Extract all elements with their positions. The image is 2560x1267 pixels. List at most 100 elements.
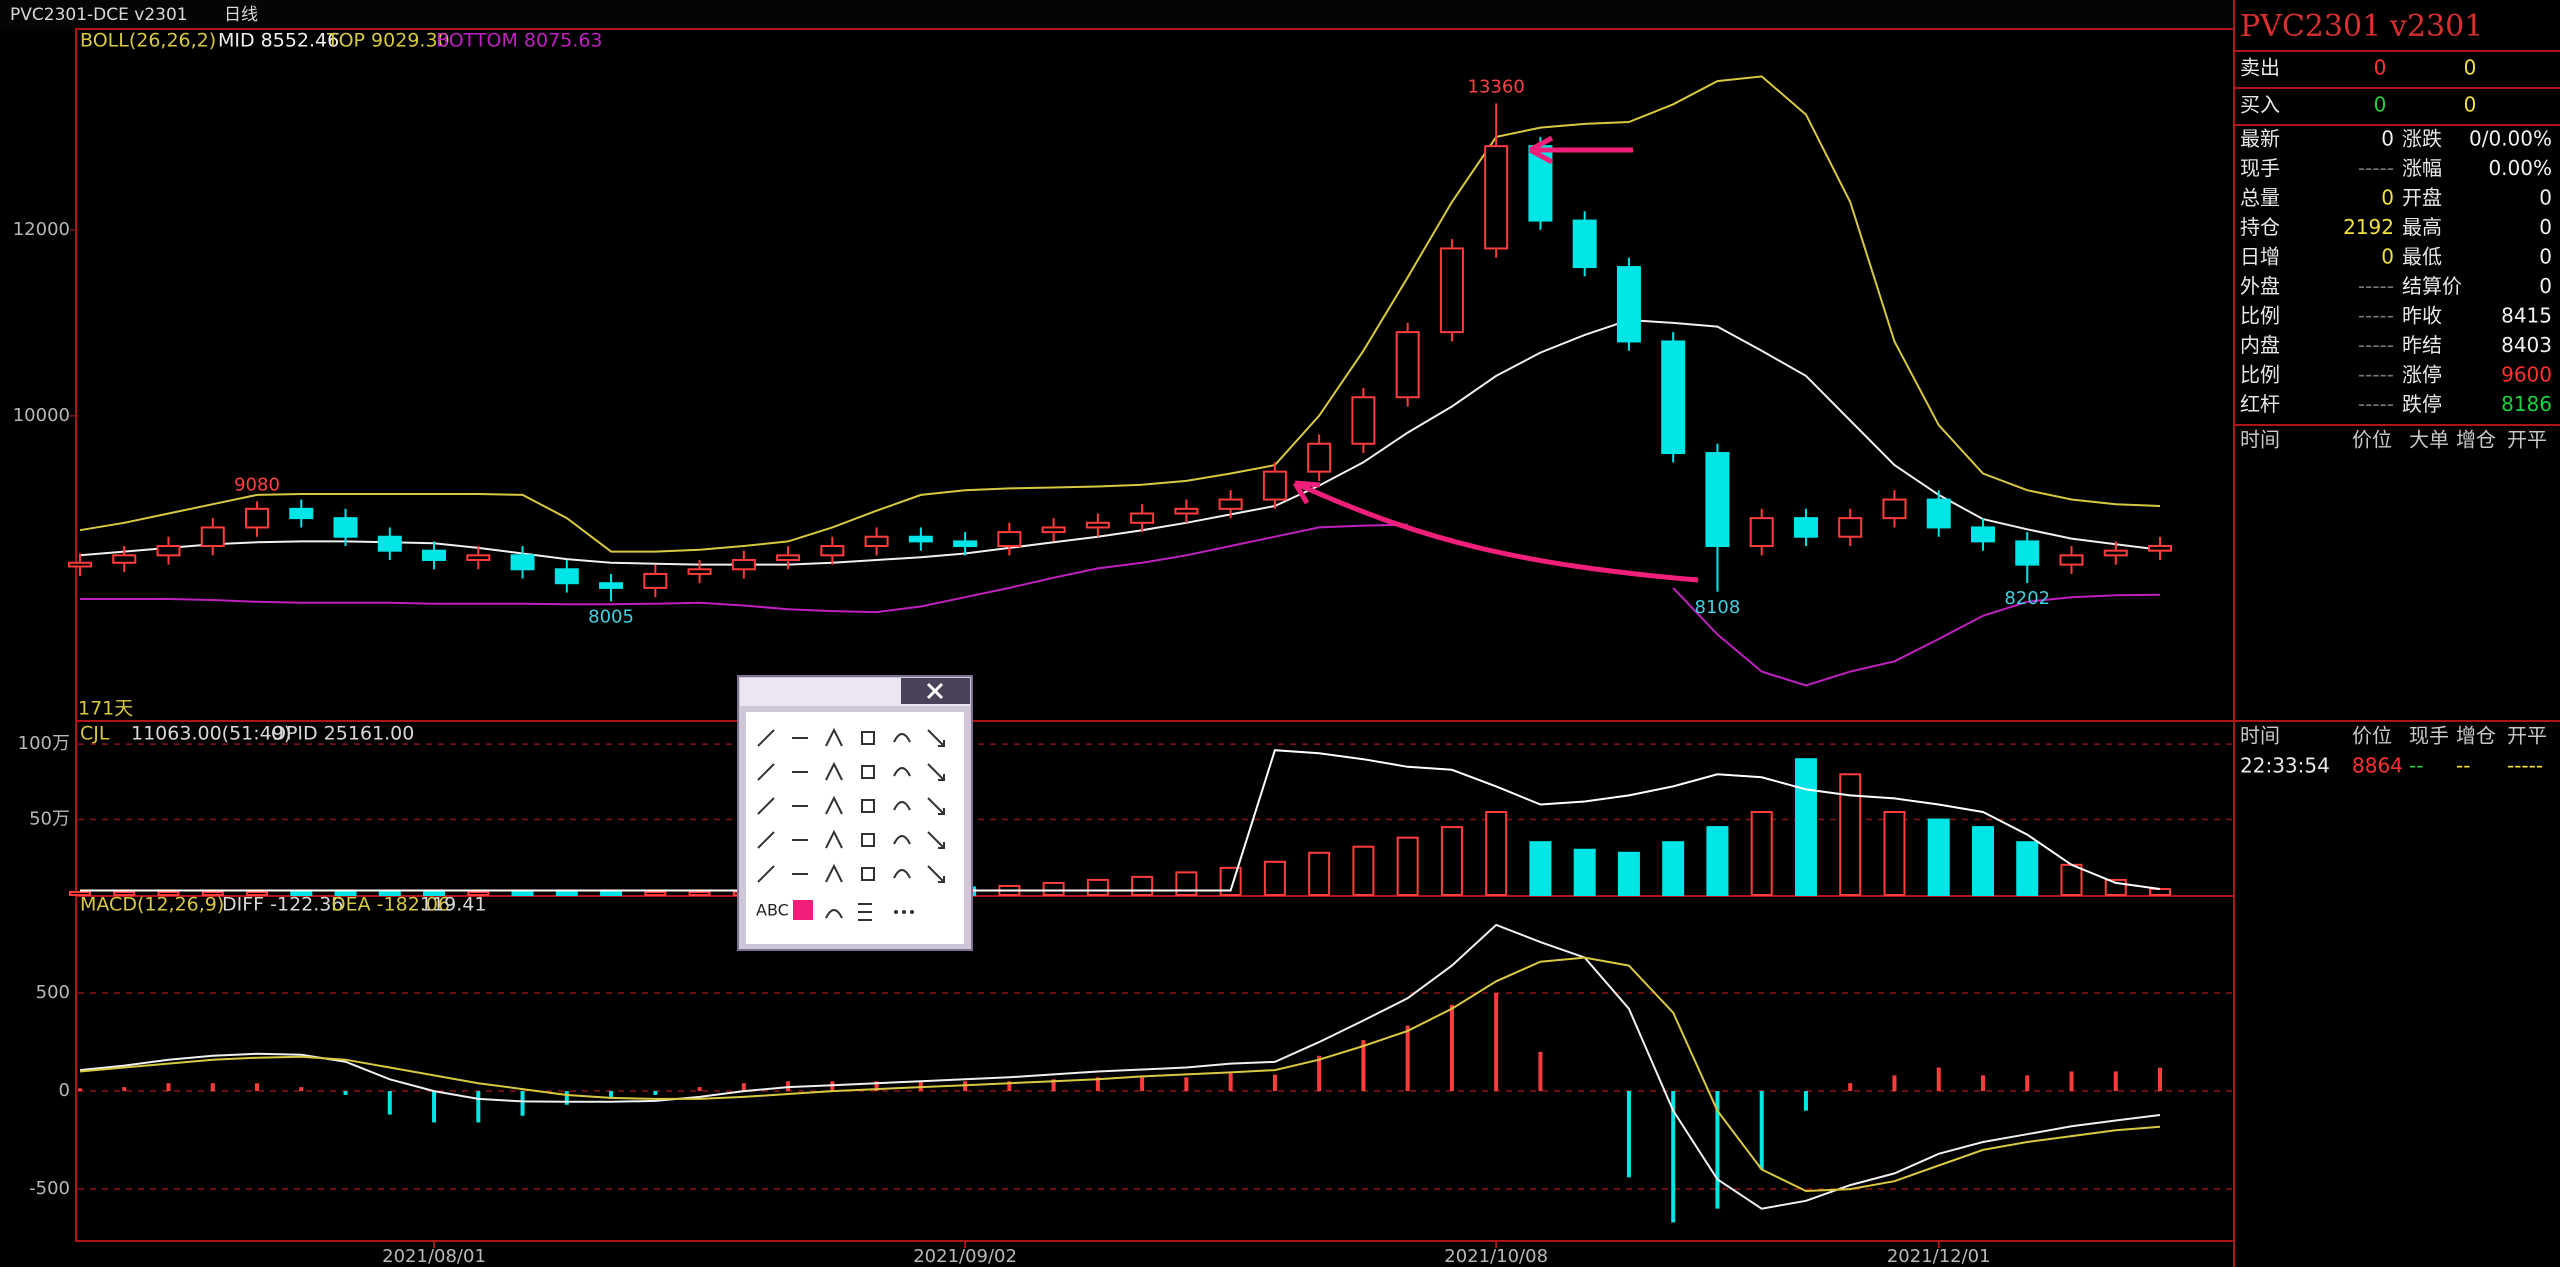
volume-bar [1131, 875, 1154, 896]
candle-body [333, 517, 358, 538]
volume-bar [1440, 826, 1463, 897]
text-tool[interactable]: ABC [756, 901, 789, 920]
candle-body [687, 568, 712, 575]
volume-bar [69, 890, 91, 897]
quote-text: 0 [2381, 245, 2394, 269]
symbol: PVC2301-DCE v2301 [10, 5, 188, 25]
indicator-title[interactable]: CJL [80, 723, 110, 745]
quote-text: 增仓 [2456, 428, 2496, 452]
tool-icon [861, 731, 875, 745]
volume-bar [2060, 863, 2083, 897]
volume-bar [1750, 811, 1773, 896]
more-dot [910, 910, 914, 914]
indicator-title[interactable]: MACD(12,26,9) [80, 894, 224, 916]
quote-text: 0 [2464, 56, 2477, 80]
tool-icon [893, 733, 911, 743]
tool-icon [825, 795, 843, 815]
volume-bar [423, 890, 446, 897]
period[interactable]: 日线 [224, 5, 258, 25]
quote-text: 红杆 [2240, 392, 2280, 416]
candle-body [599, 582, 624, 589]
quote-text: 内盘 [2240, 333, 2280, 357]
candle-body [1174, 507, 1199, 515]
candle-body [1970, 526, 1995, 543]
more-dot [902, 910, 906, 914]
volume-bar [246, 890, 269, 897]
high-label: 13360 [1468, 76, 1525, 97]
quote-text: ----- [2358, 304, 2394, 328]
candle-body [1130, 512, 1155, 524]
candle-body [1705, 452, 1730, 548]
tool-icon [861, 867, 875, 881]
volume-bar [1485, 811, 1508, 896]
y-tick-label: 10000 [13, 405, 70, 426]
tool-icon [825, 863, 843, 883]
quote-text: 持仓 [2240, 215, 2280, 239]
volume-bar [1396, 836, 1419, 897]
quote-text: 0 [2381, 186, 2394, 210]
candle-body [68, 561, 92, 568]
volume-bar [1042, 881, 1065, 896]
volume-bar [1883, 811, 1906, 896]
candle-body [377, 535, 402, 552]
quote-text: 日增 [2240, 245, 2280, 269]
color-tool[interactable] [793, 900, 813, 920]
quote-text: 8186 [2501, 392, 2552, 416]
readout: DIFF -122.36 [222, 894, 343, 916]
quote-text: 0 [2539, 274, 2552, 298]
candle-body [1262, 470, 1287, 501]
candle-body [2015, 540, 2040, 566]
volume-bar [1617, 851, 1640, 897]
quote-text: 现手 [2409, 724, 2449, 748]
candle-body [1572, 219, 1597, 269]
candle-body [1793, 517, 1818, 538]
quote-text: 跌停 [2402, 392, 2442, 416]
quote-text: 0.00% [2488, 156, 2552, 180]
candle-body [908, 535, 933, 543]
footnote: 171天 [78, 698, 133, 720]
quote-text: 涨跌 [2402, 127, 2442, 151]
indicator-title[interactable]: BOLL(26,26,2) [80, 30, 216, 52]
tool-icon [757, 865, 775, 883]
readout: OPID 25161.00 [271, 723, 414, 745]
candle-body [422, 549, 447, 561]
quote-text: 比例 [2240, 304, 2280, 328]
quote-text: 卖出 [2240, 56, 2280, 80]
candle-body [510, 554, 535, 571]
candle-body [289, 507, 314, 520]
quote-text: 0 [2374, 93, 2387, 117]
quote-text: ----- [2507, 754, 2543, 778]
quote-text: -- [2409, 754, 2423, 778]
candle-body [1749, 517, 1774, 548]
candle-body [643, 572, 668, 589]
annotations [1292, 135, 1699, 583]
readout: TOP 9029.30 [326, 30, 450, 52]
plot: 10000 12000 50万 100万 -500 0 500 9080 13360 8005 81… [13, 75, 2232, 1267]
volume-bar [157, 890, 180, 897]
quote-text: 2192 [2343, 215, 2394, 239]
candle-body [997, 531, 1022, 548]
candle-body [731, 558, 756, 571]
candle-body [953, 540, 978, 548]
arrow-head [1292, 480, 1321, 505]
volume-bar [378, 890, 401, 897]
tool-icon [927, 797, 945, 815]
tool-icon [757, 831, 775, 849]
more-dot [894, 910, 898, 914]
tool-icon [825, 761, 843, 781]
quote-text: 0 [2539, 186, 2552, 210]
quote-text: 开平 [2507, 428, 2547, 452]
quote-text: 0 [2374, 56, 2387, 80]
tool-icon [893, 801, 911, 811]
volume-bar [1927, 818, 1950, 896]
quote-text: 8864 [2352, 754, 2403, 778]
volume-bar [1352, 845, 1375, 896]
tool-icon [893, 767, 911, 777]
quote-text: ----- [2358, 363, 2394, 387]
volume-bar [2149, 887, 2171, 896]
quote-text: 总量 [2240, 186, 2280, 210]
volume-bar [2016, 841, 2039, 897]
quote-text: 0 [2381, 127, 2394, 151]
boll-line [79, 319, 2161, 566]
